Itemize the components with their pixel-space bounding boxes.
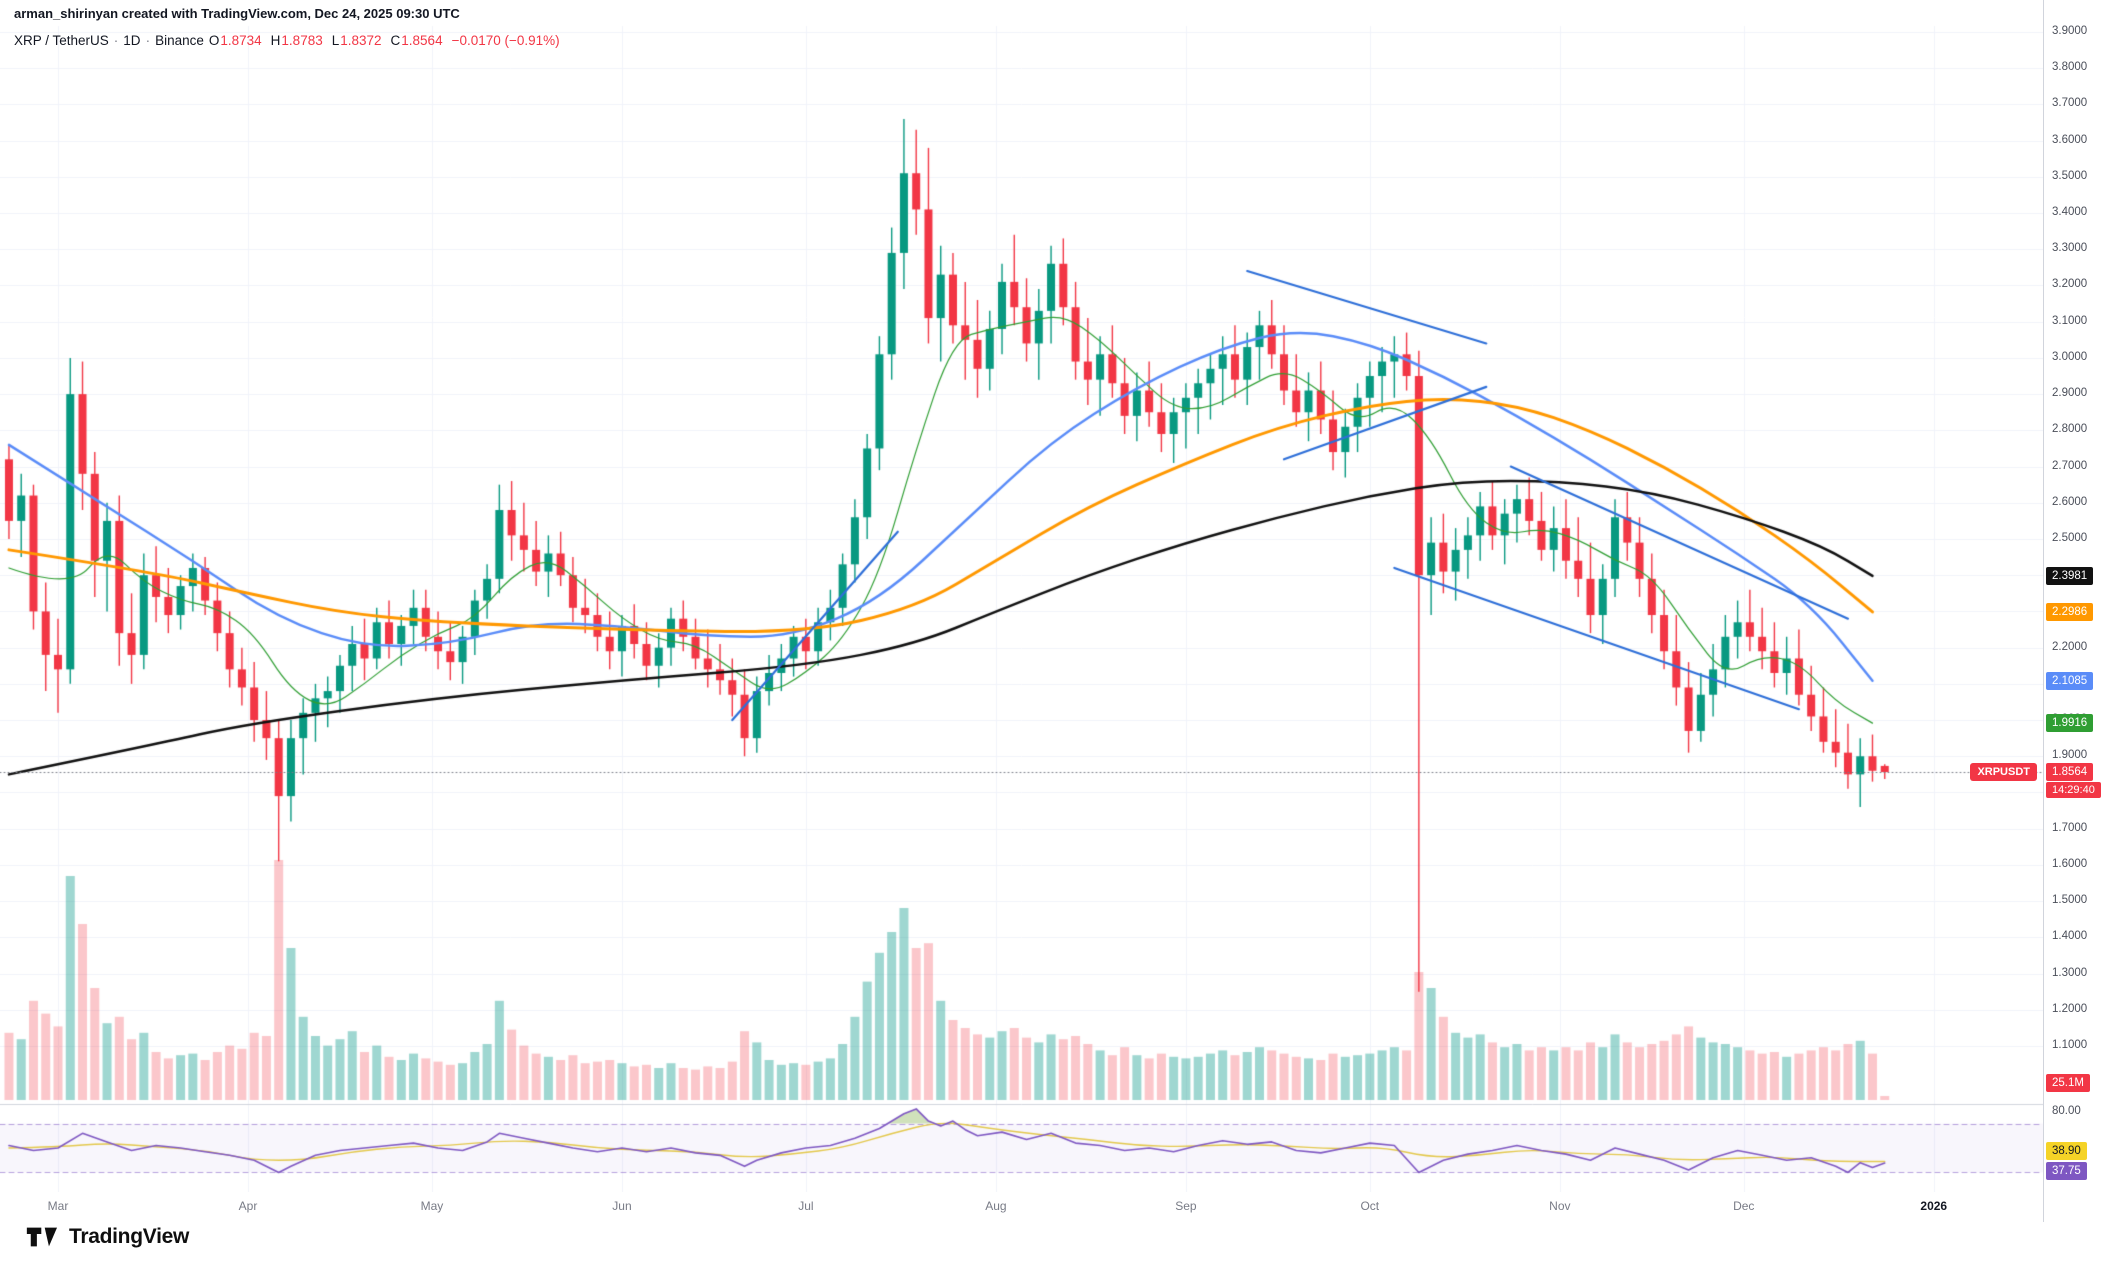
price-tick-label: 3.0000 xyxy=(2052,350,2088,363)
high-label: H xyxy=(270,33,281,48)
ma-50-price-badge: 2.1085 xyxy=(2046,671,2094,690)
price-tick-label: 2.7000 xyxy=(2052,459,2088,472)
price-tick-label: 2.2000 xyxy=(2052,640,2088,653)
symbol-title: XRP / TetherUS xyxy=(14,33,109,48)
price-tick-label: 3.4000 xyxy=(2052,206,2088,219)
rsi-tick-label: 80.00 xyxy=(2052,1105,2081,1118)
low-label: L xyxy=(331,33,340,48)
price-tick-label: 3.7000 xyxy=(2052,97,2088,110)
close-label: C xyxy=(390,33,401,48)
price-tick-label: 3.8000 xyxy=(2052,61,2088,74)
time-axis[interactable]: Mar Apr May Jun Jul Aug Sep Oct Nov Dec 2026 xyxy=(0,1192,2043,1222)
close-value: 1.8564 xyxy=(401,33,443,48)
ma-20-price-badge: 1.9916 xyxy=(2046,714,2094,733)
ma-200-price-badge: 2.3981 xyxy=(2046,566,2094,585)
time-axis-label: Dec xyxy=(1733,1199,1755,1213)
change-value: −0.0170 (−0.91%) xyxy=(451,33,560,48)
time-axis-label: Jul xyxy=(798,1199,814,1213)
price-tick-label: 3.6000 xyxy=(2052,133,2088,146)
tradingview-logo-icon xyxy=(26,1224,60,1250)
price-tick-label: 3.1000 xyxy=(2052,314,2088,327)
time-axis-label: Aug xyxy=(985,1199,1007,1213)
open-value: 1.8734 xyxy=(220,33,262,48)
legend-separator: · xyxy=(113,33,119,48)
price-tick-label: 1.4000 xyxy=(2052,930,2088,943)
price-tick-label: 1.7000 xyxy=(2052,821,2088,834)
price-tick-label: 1.1000 xyxy=(2052,1038,2088,1051)
price-tick-label: 1.2000 xyxy=(2052,1002,2088,1015)
time-axis-label: May xyxy=(420,1199,444,1213)
time-axis-label: Mar xyxy=(47,1199,69,1213)
price-tick-label: 3.3000 xyxy=(2052,242,2088,255)
open-label: O xyxy=(208,33,220,48)
price-tick-label: 3.9000 xyxy=(2052,25,2088,37)
time-axis-label: Sep xyxy=(1175,1199,1197,1213)
time-axis-label: Jun xyxy=(612,1199,632,1213)
rsi-ma-badge: 38.90 xyxy=(2046,1141,2087,1160)
attribution-text: arman_shirinyan created with TradingView… xyxy=(14,6,460,21)
exchange-label: Binance xyxy=(155,33,204,48)
price-tick-label: 1.6000 xyxy=(2052,857,2088,870)
price-tick-label: 1.5000 xyxy=(2052,894,2088,907)
price-tick-label: 2.8000 xyxy=(2052,423,2088,436)
high-value: 1.8783 xyxy=(281,33,323,48)
legend-separator: · xyxy=(145,33,151,48)
price-tick-label: 3.5000 xyxy=(2052,169,2088,182)
time-axis-label: 2026 xyxy=(1920,1199,1948,1213)
chart-legend[interactable]: XRP / TetherUS · 1D · Binance O 1.8734 H… xyxy=(14,33,565,48)
tradingview-logo[interactable]: TradingView xyxy=(26,1224,189,1250)
interval-label: 1D xyxy=(123,33,141,48)
price-tick-label: 1.3000 xyxy=(2052,966,2088,979)
time-axis-label: Oct xyxy=(1360,1199,1380,1213)
symbol-price-tag: XRPUSDT xyxy=(1970,763,2037,782)
price-tick-label: 3.2000 xyxy=(2052,278,2088,291)
time-axis-label: Nov xyxy=(1549,1199,1571,1213)
price-tick-label: 2.9000 xyxy=(2052,387,2088,400)
ma-100-price-badge: 2.2986 xyxy=(2046,602,2094,621)
tradingview-logo-text: TradingView xyxy=(69,1225,190,1248)
price-tick-label: 1.9000 xyxy=(2052,749,2088,762)
price-tick-label: 2.6000 xyxy=(2052,495,2088,508)
time-axis-label: Apr xyxy=(238,1199,258,1213)
volume-badge: 25.1M xyxy=(2046,1074,2090,1092)
rsi-badge: 37.75 xyxy=(2046,1161,2087,1180)
low-value: 1.8372 xyxy=(340,33,382,48)
countdown-badge: 14:29:40 xyxy=(2046,782,2101,799)
last-price-badge: 1.8564 xyxy=(2046,763,2094,782)
price-tick-label: 2.5000 xyxy=(2052,531,2088,544)
